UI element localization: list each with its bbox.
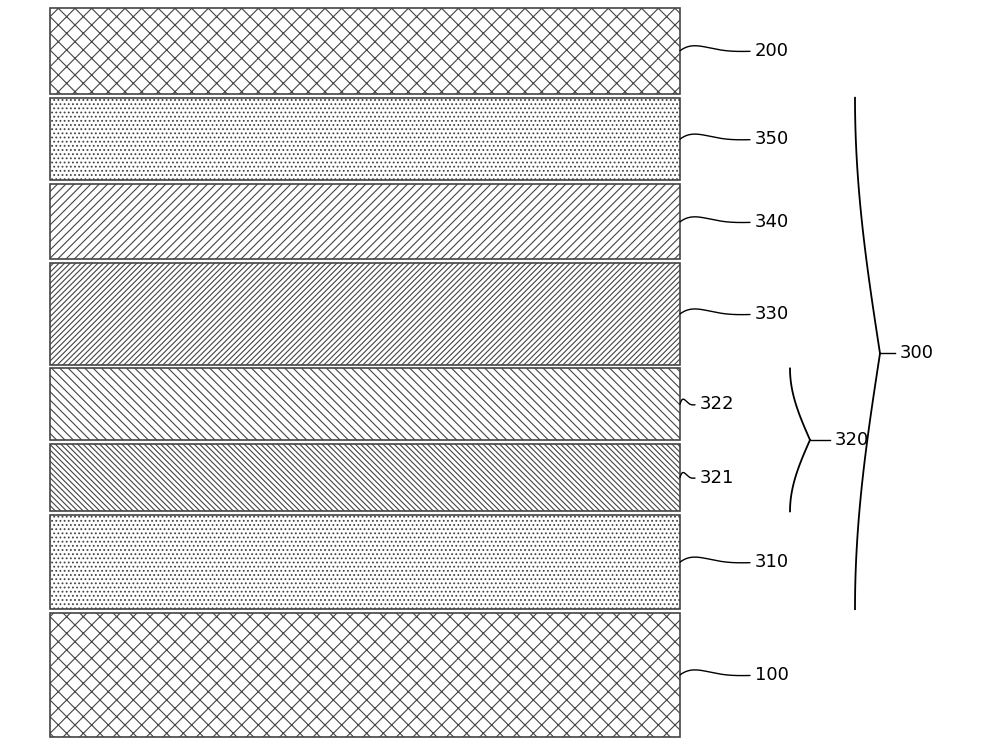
Text: 330: 330: [755, 305, 789, 323]
Bar: [50, 8, 680, 94]
Text: 340: 340: [755, 213, 789, 231]
Bar: [50, 98, 680, 180]
Bar: [50, 184, 680, 259]
Bar: [50, 263, 680, 365]
Bar: [50, 613, 680, 737]
Text: 200: 200: [755, 42, 789, 59]
Text: 100: 100: [755, 666, 789, 684]
Text: 320: 320: [835, 431, 869, 449]
Bar: [50, 515, 680, 609]
Text: 300: 300: [900, 344, 934, 362]
Text: 310: 310: [755, 553, 789, 571]
Text: 321: 321: [700, 468, 734, 487]
Text: 350: 350: [755, 130, 789, 148]
Bar: [50, 368, 680, 440]
Text: 322: 322: [700, 396, 734, 413]
Bar: [50, 444, 680, 511]
